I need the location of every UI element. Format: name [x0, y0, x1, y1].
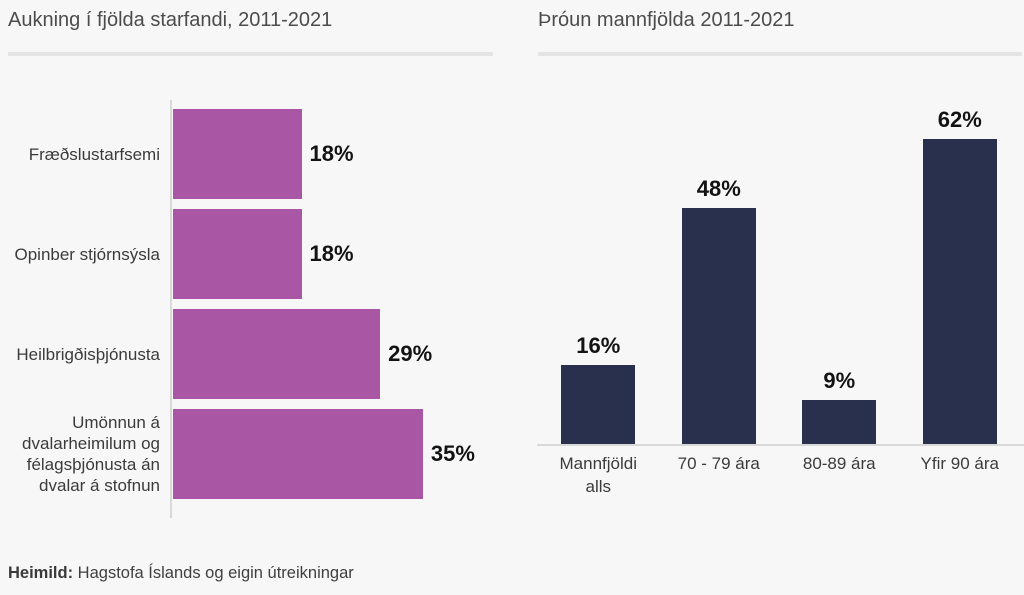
x-axis-label: 70 - 79 ára — [677, 454, 760, 473]
bar-row-umonnun: Umönnun á dvalarheimilum og félagsþjónus… — [0, 409, 500, 499]
category-label: Opinber stjórnsýsla — [14, 244, 160, 264]
bar-70-79-ara — [681, 207, 756, 444]
x-axis-label: Mannfjöldi alls — [559, 454, 638, 496]
bar-yfir-90-ara — [922, 139, 997, 444]
bar-opinber-stjornsysla — [173, 209, 302, 299]
bar-heilbrigdisthjonusta — [173, 309, 381, 399]
right-chart-x-axis-line — [537, 444, 1024, 446]
value-label: 16% — [576, 333, 621, 359]
source-text: Hagstofa Íslands og eigin útreikningar — [73, 564, 354, 582]
bar-row-opinber-stjornsysla: Opinber stjórnsýsla 18% — [0, 209, 500, 299]
value-label: 29% — [388, 341, 433, 366]
value-label: 9% — [823, 367, 856, 393]
source-footer: Heimild: Hagstofa Íslands og eigin útrei… — [8, 564, 354, 583]
bar-80-89-ara — [802, 399, 877, 444]
right-chart-x-axis-labels: Mannfjöldi alls 70 - 79 ára 80-89 ára Yf… — [538, 452, 1020, 498]
bar-col-70-79-ara: 48% — [659, 100, 780, 444]
right-chart-title: Þróun mannfjölda 2011-2021 — [538, 9, 795, 31]
source-label: Heimild: — [8, 564, 74, 582]
value-label: 48% — [696, 175, 741, 201]
x-axis-label: Yfir 90 ára — [920, 454, 999, 473]
x-axis-label: 80-89 ára — [802, 454, 876, 473]
bar-col-80-89-ara: 9% — [779, 100, 900, 444]
category-label: Umönnun á dvalarheimilum og félagsþjónus… — [22, 413, 160, 495]
bar-row-fraedslustarfsemi: Fræðslustarfsemi 18% — [0, 109, 500, 199]
value-label: 18% — [309, 241, 354, 266]
bar-col-mannfjoldi-alls: 16% — [538, 100, 659, 444]
bar-col-yfir-90-ara: 62% — [900, 100, 1021, 444]
bar-fraedslustarfsemi — [173, 109, 302, 199]
value-label: 35% — [430, 441, 475, 466]
value-label: 18% — [309, 141, 354, 166]
left-chart-title: Aukning í fjölda starfandi, 2011-2021 — [8, 9, 333, 31]
category-label: Heilbrigðisþjónusta — [16, 344, 160, 364]
bar-row-heilbrigdisthjonusta: Heilbrigðisþjónusta 29% — [0, 309, 500, 399]
category-label: Fræðslustarfsemi — [28, 144, 160, 164]
right-title-divider — [538, 52, 1022, 56]
left-title-divider — [8, 52, 493, 56]
left-bar-chart: Fræðslustarfsemi 18% Opinber stjórnsýsla… — [0, 100, 500, 509]
right-bar-chart: 16% 48% 9% 62% — [538, 100, 1020, 444]
bar-umonnun — [173, 409, 423, 499]
bar-mannfjoldi-alls — [561, 365, 636, 444]
left-chart-y-axis-line — [170, 100, 172, 518]
value-label: 62% — [937, 107, 982, 132]
